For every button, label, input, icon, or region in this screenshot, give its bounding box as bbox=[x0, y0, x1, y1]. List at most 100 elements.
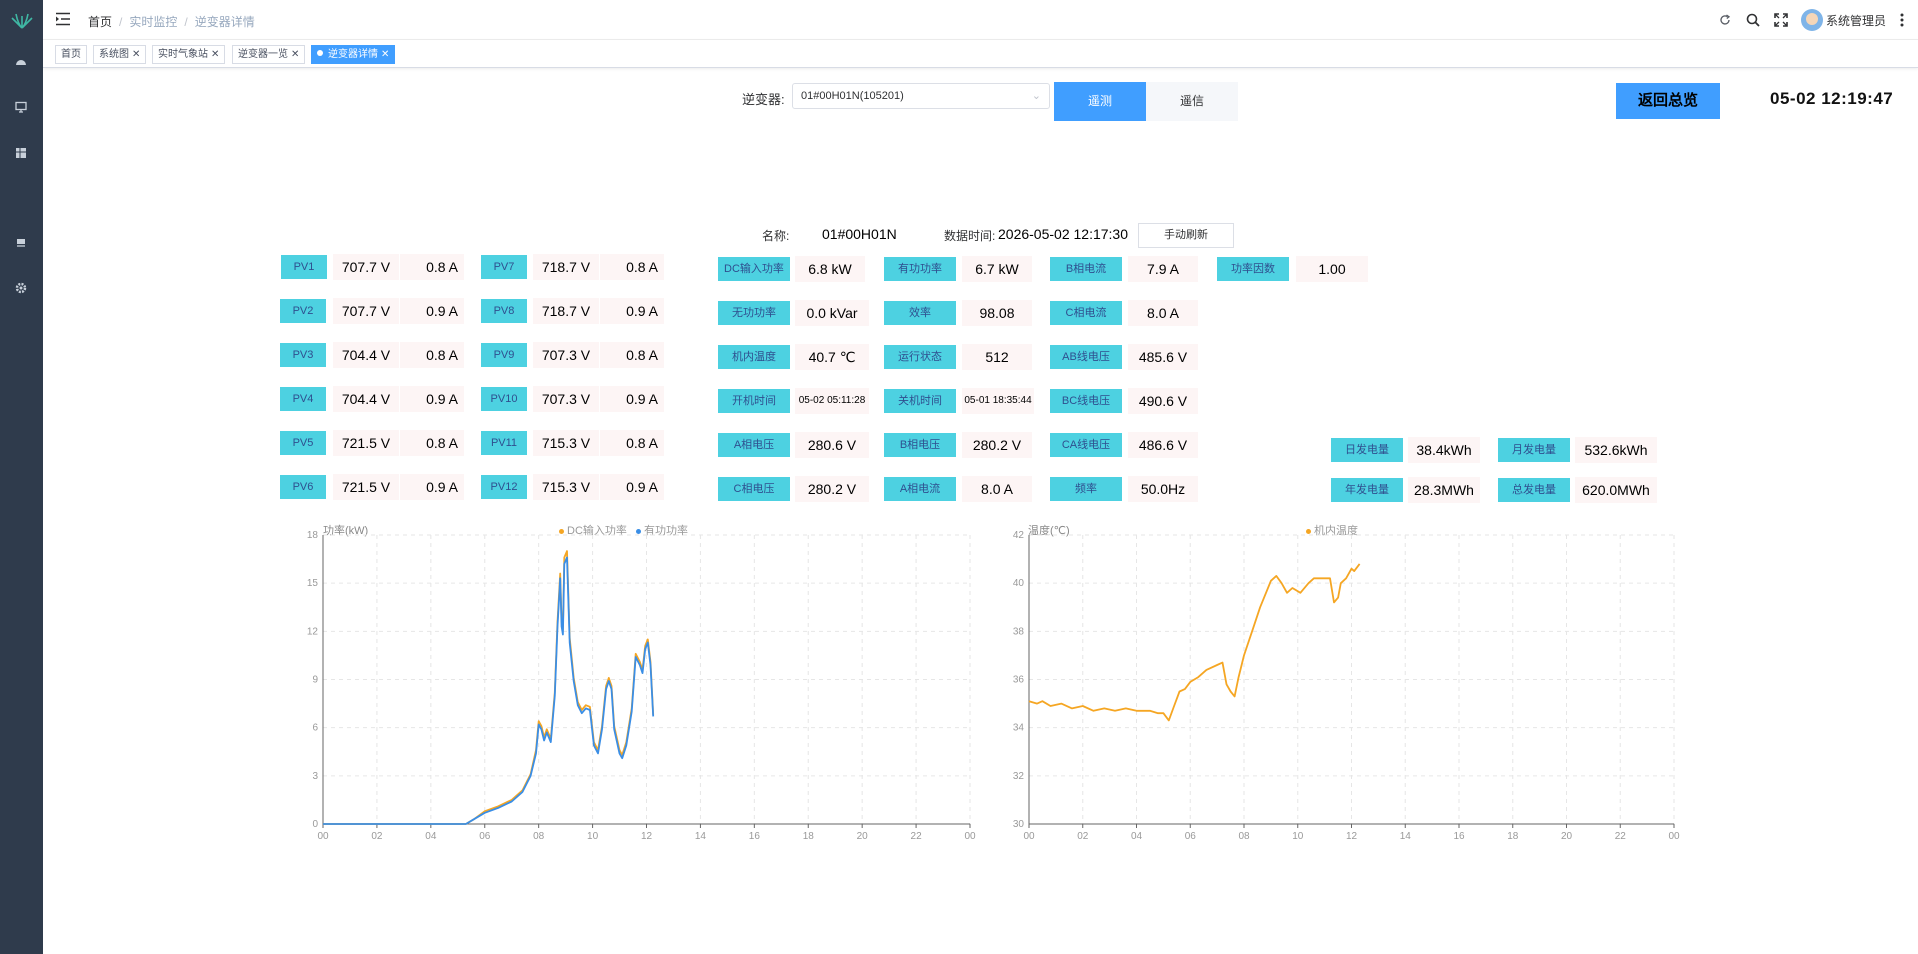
pv-current: 0.8 A bbox=[600, 254, 664, 280]
refresh-icon[interactable] bbox=[1717, 12, 1733, 28]
pv-label: PV8 bbox=[481, 299, 527, 323]
legend-label[interactable]: 机内温度 bbox=[1314, 525, 1358, 537]
user-name[interactable]: 系统管理员 bbox=[1825, 13, 1886, 28]
metric-value: 50.0Hz bbox=[1128, 476, 1198, 502]
breadcrumb-home[interactable]: 首页 bbox=[88, 15, 113, 29]
metric-value: 280.2 V bbox=[795, 476, 869, 502]
legend-dot-icon bbox=[635, 528, 641, 534]
y-tick-label: 12 bbox=[307, 626, 319, 637]
tag-weather-station[interactable]: 实时气象站 ✕ bbox=[152, 45, 226, 64]
close-icon[interactable]: ✕ bbox=[291, 49, 300, 60]
pv-voltage: 707.3 V bbox=[533, 342, 599, 368]
pv-label: PV11 bbox=[481, 431, 527, 455]
back-to-overview-button[interactable]: 返回总览 bbox=[1616, 83, 1720, 119]
data-time-value: 2026-05-02 12:17:30 bbox=[998, 226, 1128, 242]
x-tick-label: 12 bbox=[641, 831, 653, 842]
tag-label: 逆变器一览 bbox=[238, 49, 288, 60]
tag-label: 首页 bbox=[61, 49, 81, 60]
monitor-icon[interactable] bbox=[13, 99, 29, 115]
name-value: 01#00H01N bbox=[822, 226, 897, 242]
settings-icon[interactable] bbox=[13, 280, 29, 296]
pv-voltage: 721.5 V bbox=[333, 430, 399, 456]
temp-chart-title: 温度(℃) bbox=[1028, 525, 1070, 537]
power-chart-legend: DC输入功率 有功功率 bbox=[559, 522, 688, 538]
x-tick-label: 18 bbox=[803, 831, 815, 842]
logo-icon bbox=[11, 13, 33, 29]
breadcrumb-realtime[interactable]: 实时监控 bbox=[129, 15, 178, 29]
metric-label: A相电流 bbox=[884, 477, 956, 501]
metric-label: BC线电压 bbox=[1050, 389, 1122, 413]
fullscreen-icon[interactable] bbox=[1773, 12, 1789, 28]
pv-label: PV4 bbox=[280, 387, 326, 411]
metric-value: 485.6 V bbox=[1128, 344, 1198, 370]
inverter-select[interactable]: 01#00H01N(105201) ⌄ bbox=[792, 83, 1050, 109]
metric-value: 40.7 ℃ bbox=[795, 344, 869, 370]
tag-inverter-list[interactable]: 逆变器一览 ✕ bbox=[232, 45, 306, 64]
x-tick-label: 04 bbox=[425, 831, 437, 842]
tag-system-diagram[interactable]: 系统图 ✕ bbox=[93, 45, 147, 64]
metric-value: 1.00 bbox=[1296, 256, 1368, 282]
table-icon[interactable] bbox=[13, 145, 29, 161]
metric-label: 有功功率 bbox=[884, 257, 956, 281]
energy-value: 28.3MWh bbox=[1408, 477, 1480, 503]
pv-current: 0.8 A bbox=[600, 342, 664, 368]
metric-value: 98.08 bbox=[962, 300, 1032, 326]
metric-value: 512 bbox=[962, 344, 1032, 370]
clock: 05-02 12:19:47 bbox=[1770, 89, 1894, 108]
chevron-down-icon: ⌄ bbox=[1031, 90, 1041, 102]
legend-label[interactable]: DC输入功率 bbox=[567, 525, 627, 537]
metric-value: 280.2 V bbox=[962, 432, 1032, 458]
x-tick-label: 00 bbox=[964, 831, 976, 842]
report-icon[interactable] bbox=[13, 235, 29, 251]
more-icon[interactable] bbox=[1894, 12, 1910, 28]
hamburger-icon[interactable] bbox=[55, 12, 71, 26]
series-line bbox=[323, 550, 655, 825]
pv-voltage: 715.3 V bbox=[533, 430, 599, 456]
y-tick-label: 0 bbox=[312, 819, 318, 830]
pv-current: 0.9 A bbox=[600, 298, 664, 324]
pv-label: PV9 bbox=[481, 343, 527, 367]
telesignal-tab[interactable]: 遥信 bbox=[1146, 82, 1238, 121]
metric-value: 6.7 kW bbox=[962, 256, 1032, 282]
pv-current: 0.8 A bbox=[400, 342, 464, 368]
energy-value: 532.6kWh bbox=[1575, 437, 1657, 463]
close-icon[interactable]: ✕ bbox=[381, 49, 390, 60]
legend-label[interactable]: 有功功率 bbox=[643, 525, 688, 537]
energy-label: 月发电量 bbox=[1498, 438, 1570, 462]
inverter-select-value: 01#00H01N(105201) bbox=[801, 90, 904, 102]
telemetry-tab[interactable]: 遥测 bbox=[1054, 82, 1146, 121]
metric-value: 7.9 A bbox=[1128, 256, 1198, 282]
pv-current: 0.8 A bbox=[400, 430, 464, 456]
metric-value: 280.6 V bbox=[795, 432, 869, 458]
avatar[interactable] bbox=[1800, 9, 1823, 31]
pv-label: PV12 bbox=[481, 475, 527, 499]
y-tick-label: 18 bbox=[307, 530, 319, 541]
pv-voltage: 715.3 V bbox=[533, 474, 599, 500]
pv-label: PV2 bbox=[280, 299, 326, 323]
active-dot-icon bbox=[317, 50, 323, 57]
pv-label: PV1 bbox=[281, 255, 327, 279]
metric-label: C相电流 bbox=[1050, 301, 1122, 325]
search-icon[interactable] bbox=[1745, 12, 1761, 28]
pv-current: 0.8 A bbox=[600, 430, 664, 456]
sidebar bbox=[0, 0, 43, 954]
name-label: 名称: bbox=[762, 229, 790, 243]
navbar: 首页 / 实时监控 / 逆变器详情 系统管理员 bbox=[43, 0, 1918, 40]
breadcrumb-separator: / bbox=[184, 15, 188, 29]
pv-current: 0.9 A bbox=[400, 386, 464, 412]
close-icon[interactable]: ✕ bbox=[132, 49, 141, 60]
metric-label: 功率因数 bbox=[1217, 257, 1289, 281]
metric-value: 8.0 A bbox=[1128, 300, 1198, 326]
metric-value: 0.0 kVar bbox=[795, 300, 869, 326]
tag-inverter-detail[interactable]: 逆变器详情 ✕ bbox=[311, 45, 396, 64]
tag-home[interactable]: 首页 bbox=[55, 45, 87, 64]
temp-chart-legend: 机内温度 bbox=[1306, 522, 1358, 538]
energy-value: 38.4kWh bbox=[1408, 437, 1480, 463]
close-icon[interactable]: ✕ bbox=[211, 49, 220, 60]
pv-voltage: 718.7 V bbox=[533, 298, 599, 324]
manual-refresh-button[interactable]: 手动刷新 bbox=[1138, 223, 1234, 248]
pv-label: PV5 bbox=[280, 431, 326, 455]
y-tick-label: 15 bbox=[307, 578, 319, 589]
dashboard-icon[interactable] bbox=[13, 54, 29, 70]
pv-voltage: 707.3 V bbox=[533, 386, 599, 412]
